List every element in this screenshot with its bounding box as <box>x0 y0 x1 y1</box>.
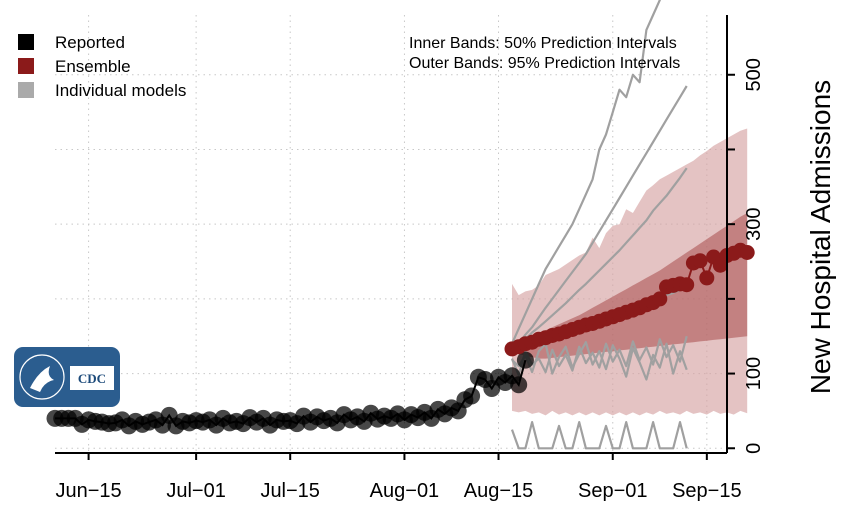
ensemble-point <box>739 245 755 260</box>
reported-series <box>46 351 534 435</box>
individual-model-line <box>511 167 688 352</box>
legend-swatch-reported <box>18 34 34 50</box>
legend-label-reported: Reported <box>55 33 125 52</box>
cdc-logo: CDC <box>14 347 120 407</box>
hhs-eagle-icon <box>30 366 54 392</box>
individual-model-line <box>510 0 662 345</box>
y-tick-label: 300 <box>743 207 765 240</box>
y-tick-label: 500 <box>743 58 765 91</box>
legend-swatch-ensemble <box>18 58 34 74</box>
logo-badge <box>14 347 120 407</box>
y-tick-label: 0 <box>743 443 765 454</box>
individual-model-line <box>511 85 688 354</box>
cdc-logo-text: CDC <box>78 371 106 386</box>
x-tick-label: Sep−01 <box>578 480 648 502</box>
x-tick-label: Aug−15 <box>464 480 534 502</box>
reported-point <box>516 351 534 369</box>
annotation-outer-bands: Outer Bands: 95% Prediction Intervals <box>409 55 680 72</box>
legend-label-ensemble: Ensemble <box>55 57 131 76</box>
ensemble-point <box>699 270 715 286</box>
ensemble-point <box>679 277 695 293</box>
hhs-seal-icon <box>19 354 65 400</box>
individual-model-line <box>510 335 688 377</box>
x-tick-label: Jul−15 <box>260 480 320 502</box>
axes: Jun−15 Jul−01 Jul−15 Aug−01 Aug−15 Sep−01 Sep−… <box>55 15 765 502</box>
individual-model-line <box>510 421 688 450</box>
individual-model-line <box>511 341 688 381</box>
reported-point <box>463 387 481 405</box>
y-axis-label: New Hospital Admissions <box>805 80 836 394</box>
annotation-inner-bands: Inner Bands: 50% Prediction Intervals <box>409 35 677 52</box>
ensemble-point <box>652 291 668 307</box>
x-tick-label: Jul−01 <box>166 480 226 502</box>
ensemble-series <box>504 242 755 357</box>
x-tick-label: Sep−15 <box>672 480 742 502</box>
cdc-logo-box <box>70 366 114 390</box>
x-tick-label: Aug−01 <box>370 480 440 502</box>
legend-swatch-individual-models <box>18 82 34 98</box>
individual-model-lines <box>510 0 688 450</box>
reported-point <box>510 376 528 394</box>
legend-label-individual-models: Individual models <box>55 81 186 100</box>
y-tick-label: 100 <box>743 357 765 390</box>
legend: Reported Ensemble Individual models <box>18 33 186 100</box>
x-tick-label: Jun−15 <box>56 480 122 502</box>
ensemble-point <box>692 253 708 269</box>
